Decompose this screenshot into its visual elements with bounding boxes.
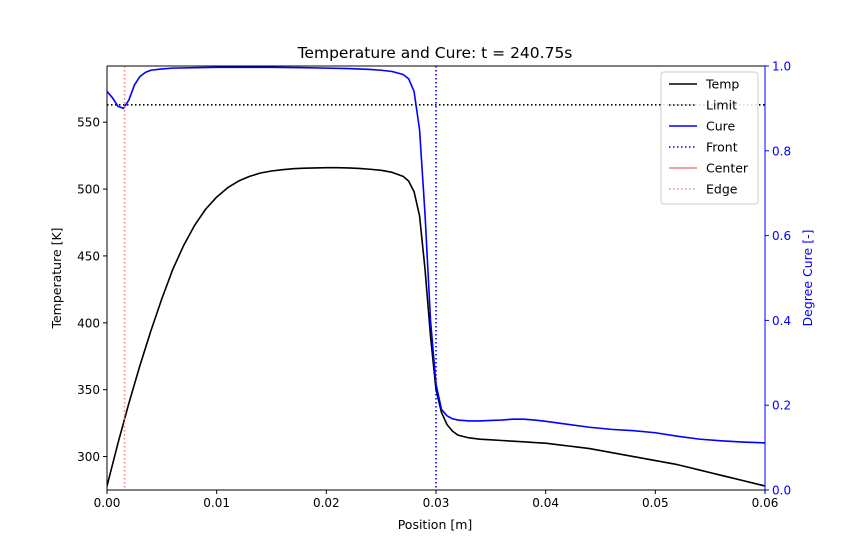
y2-tick-label: 0.2 [772,399,791,413]
y-tick-label: 500 [77,183,100,197]
x-tick-label: 0.05 [642,496,669,510]
x-axis-label: Position [m] [398,517,473,532]
legend-label-center: Center [706,161,749,176]
legend-label-cure: Cure [706,119,736,134]
y2-tick-label: 0.0 [772,484,791,498]
y-axis-label: Temperature [K] [49,227,64,329]
plot-series-group [107,66,765,490]
x-tick-label: 0.04 [532,496,559,510]
y2-tick-label: 0.4 [772,314,791,328]
legend-label-temp: Temp [705,77,739,92]
chart-title: Temperature and Cure: t = 240.75s [297,44,573,62]
legend-label-front: Front [706,140,738,155]
y-tick-label: 350 [77,383,100,397]
cure-series-line [107,66,765,444]
y-tick-label: 550 [77,116,100,130]
y-tick-label: 400 [77,316,100,330]
y2-tick-label: 1.0 [772,60,791,74]
y-tick-label: 450 [77,249,100,263]
x-tick-label: 0.06 [752,496,779,510]
axes: 0.00 0.01 0.02 0.03 0.04 0.05 0.06 300 350 400 450… [77,60,791,511]
x-tick-label: 0.00 [94,496,121,510]
y2-tick-label: 0.6 [772,229,791,243]
plot-area [107,66,765,490]
y-tick-label: 300 [77,450,100,464]
temp-series-line [107,166,765,487]
legend-label-limit: Limit [706,98,737,113]
x-tick-label: 0.01 [203,496,230,510]
legend: Temp Limit Cure Front Center Edge [660,71,759,205]
y2-tick-label: 0.8 [772,144,791,158]
legend-label-edge: Edge [706,182,738,197]
x-tick-label: 0.03 [423,496,450,510]
y2-axis-label: Degree Cure [-] [800,230,815,327]
x-tick-label: 0.02 [313,496,340,510]
